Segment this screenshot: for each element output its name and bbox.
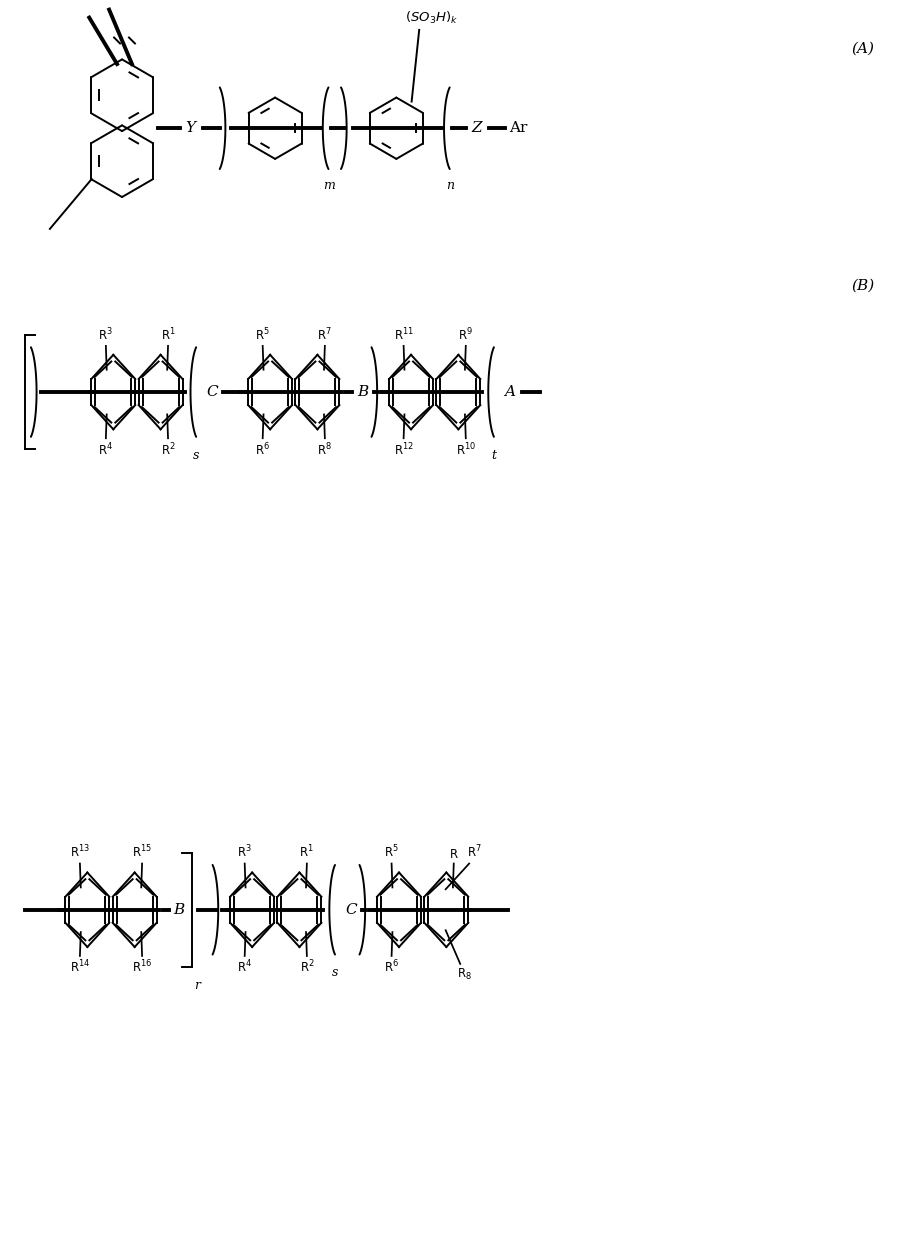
Text: $\mathregular{R}^{3}$: $\mathregular{R}^{3}$ xyxy=(98,327,113,343)
Text: $\mathregular{R}_8$: $\mathregular{R}_8$ xyxy=(457,967,472,982)
Text: $\mathregular{R}^{4}$: $\mathregular{R}^{4}$ xyxy=(238,958,252,976)
Text: (B): (B) xyxy=(850,279,874,293)
Text: $\mathregular{R}^{6}$: $\mathregular{R}^{6}$ xyxy=(384,958,399,976)
Text: $\mathregular{R}^{10}$: $\mathregular{R}^{10}$ xyxy=(455,441,476,458)
Text: $\mathregular{R}^{15}$: $\mathregular{R}^{15}$ xyxy=(132,844,152,860)
Text: $\mathregular{R}^{16}$: $\mathregular{R}^{16}$ xyxy=(132,958,152,976)
Text: R: R xyxy=(450,848,458,860)
Text: B: B xyxy=(357,386,369,399)
Text: (A): (A) xyxy=(850,41,874,55)
Text: $\mathregular{R}^{9}$: $\mathregular{R}^{9}$ xyxy=(458,327,473,343)
Text: $\mathregular{R}^{7}$: $\mathregular{R}^{7}$ xyxy=(318,327,332,343)
Text: A: A xyxy=(505,386,516,399)
Text: $\mathregular{R}^{2}$: $\mathregular{R}^{2}$ xyxy=(161,441,176,458)
Text: C: C xyxy=(207,386,218,399)
Text: $\mathregular{R}^{5}$: $\mathregular{R}^{5}$ xyxy=(384,844,399,860)
Text: $\mathregular{R}^{5}$: $\mathregular{R}^{5}$ xyxy=(256,327,270,343)
Text: $\mathregular{R}^{6}$: $\mathregular{R}^{6}$ xyxy=(256,441,270,458)
Text: s: s xyxy=(194,448,200,462)
Text: C: C xyxy=(346,903,357,917)
Text: $\mathregular{R}^{11}$: $\mathregular{R}^{11}$ xyxy=(393,327,414,343)
Text: $\mathregular{R}^{1}$: $\mathregular{R}^{1}$ xyxy=(300,844,314,860)
Text: $\mathregular{R}^{4}$: $\mathregular{R}^{4}$ xyxy=(98,441,113,458)
Text: $\mathregular{R}^{13}$: $\mathregular{R}^{13}$ xyxy=(70,844,90,860)
Text: $(SO_3H)_k$: $(SO_3H)_k$ xyxy=(404,10,458,26)
Text: $\mathregular{R}^{3}$: $\mathregular{R}^{3}$ xyxy=(238,844,252,860)
Text: B: B xyxy=(173,903,184,917)
Text: $\mathregular{R}^7$: $\mathregular{R}^7$ xyxy=(467,844,482,860)
Text: $\mathregular{R}^{14}$: $\mathregular{R}^{14}$ xyxy=(70,958,90,976)
Text: $\mathregular{R}^{2}$: $\mathregular{R}^{2}$ xyxy=(300,958,314,976)
Text: r: r xyxy=(194,978,201,992)
Text: Y: Y xyxy=(185,122,195,136)
Text: $\mathregular{R}^{12}$: $\mathregular{R}^{12}$ xyxy=(393,441,414,458)
Text: $\mathregular{R}^{1}$: $\mathregular{R}^{1}$ xyxy=(160,327,176,343)
Text: s: s xyxy=(332,967,338,980)
Text: Ar: Ar xyxy=(509,122,527,136)
Text: Z: Z xyxy=(472,122,482,136)
Text: m: m xyxy=(323,180,335,192)
Text: t: t xyxy=(491,448,497,462)
Text: n: n xyxy=(446,180,454,192)
Text: $\mathregular{R}^{8}$: $\mathregular{R}^{8}$ xyxy=(318,441,332,458)
